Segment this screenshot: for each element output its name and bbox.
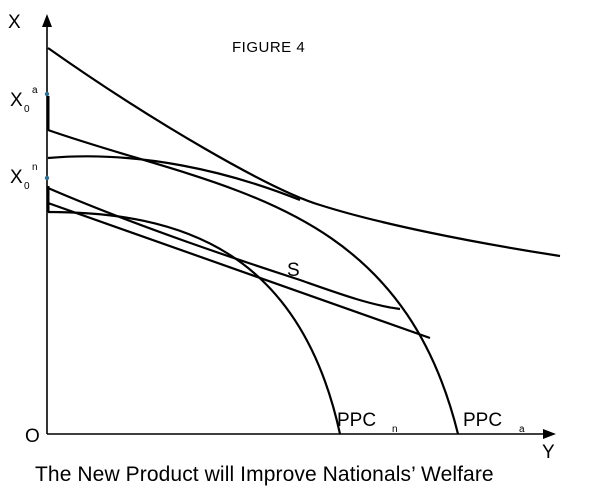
marker-x0n-dot [44,175,50,181]
vertical-axis-label: X [8,12,21,33]
marker-x0n: X 0 n [10,162,50,192]
axes [42,14,556,439]
marker-x0n-base: X [10,167,23,188]
y-axis-arrowhead [543,429,556,439]
ppc-a-label: PPC a [463,410,525,435]
figure-title: FIGURE 4 [232,39,305,56]
s-curve-label: S [287,260,300,281]
ppc-a-curve [47,128,460,435]
ppc-n-curve [47,210,342,435]
x-axis-arrowhead [42,14,52,27]
ppc-n-label-subscript: n [392,424,398,435]
marker-x0a: X 0 a [10,85,50,115]
marker-x0a-base: X [10,90,23,111]
price-line [47,201,431,340]
upper-indifference-curve [47,47,561,258]
ppc-a-label-base: PPC [463,410,502,431]
marker-x0a-superscript: a [32,85,38,96]
origin-label: O [25,426,40,447]
figure-caption: The New Product will Improve Nationals’ … [35,463,494,486]
marker-x0n-subscript: 0 [24,181,30,192]
horizontal-axis-label: Y [542,442,555,463]
ppc-n-label: PPC n [337,410,398,435]
ppc-a-label-subscript: a [519,424,525,435]
marker-x0n-superscript: n [32,162,38,173]
lower-indifference-curve [47,186,401,311]
ppc-n-label-base: PPC [337,410,376,431]
marker-x0a-dot [44,91,50,97]
flat-curve [47,155,301,202]
marker-x0a-subscript: 0 [24,104,30,115]
